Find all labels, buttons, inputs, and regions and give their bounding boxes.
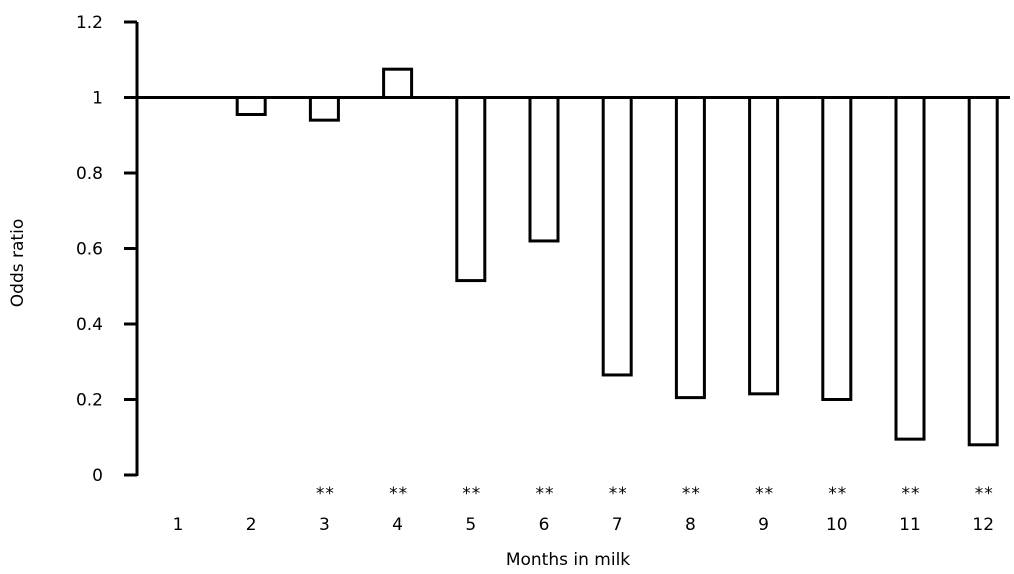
bar (382, 67, 414, 99)
bar (235, 96, 267, 116)
significance-label: ** (389, 484, 408, 504)
y-axis-title: Odds ratio (8, 219, 28, 307)
x-axis-title: Months in milk (506, 550, 630, 570)
bar (748, 96, 780, 396)
bar (601, 96, 633, 377)
bar (821, 96, 853, 401)
x-tick-label: 10 (826, 515, 848, 535)
x-tick-label: 3 (319, 515, 330, 535)
significance-label: ** (536, 484, 555, 504)
significance-label: ** (975, 484, 994, 504)
y-tick-label: 0 (92, 466, 103, 486)
x-tick-label: 5 (465, 515, 476, 535)
bar (894, 96, 926, 441)
x-tick-label: 12 (972, 515, 994, 535)
plot-area: 00.20.40.60.811.21 2**3**4**5**6**7**8**9… (76, 13, 1010, 535)
y-tick-label: 0.2 (76, 391, 103, 411)
significance-label: ** (609, 484, 628, 504)
x-tick-label: 1 (173, 515, 184, 535)
bar (674, 96, 706, 400)
x-tick-label: 9 (758, 515, 769, 535)
bar (528, 96, 560, 243)
y-tick-label: 1.2 (76, 13, 103, 33)
y-tick-label: 1 (92, 89, 103, 109)
significance-label: ** (755, 484, 774, 504)
y-tick-label: 0.4 (76, 315, 103, 335)
x-tick-label: 11 (899, 515, 921, 535)
y-tick-label: 0.8 (76, 164, 103, 184)
bar (967, 96, 999, 447)
significance-label: ** (902, 484, 921, 504)
x-tick-label: 6 (539, 515, 550, 535)
significance-label: ** (462, 484, 481, 504)
significance-label: ** (828, 484, 847, 504)
x-tick-label: 4 (392, 515, 403, 535)
x-tick-label: 7 (612, 515, 623, 535)
x-tick-label: 2 (246, 515, 257, 535)
x-tick-label: 8 (685, 515, 696, 535)
significance-label: ** (316, 484, 335, 504)
y-tick-label: 0.6 (76, 240, 103, 260)
bar (455, 96, 487, 283)
significance-label: ** (682, 484, 701, 504)
bar (308, 96, 340, 122)
